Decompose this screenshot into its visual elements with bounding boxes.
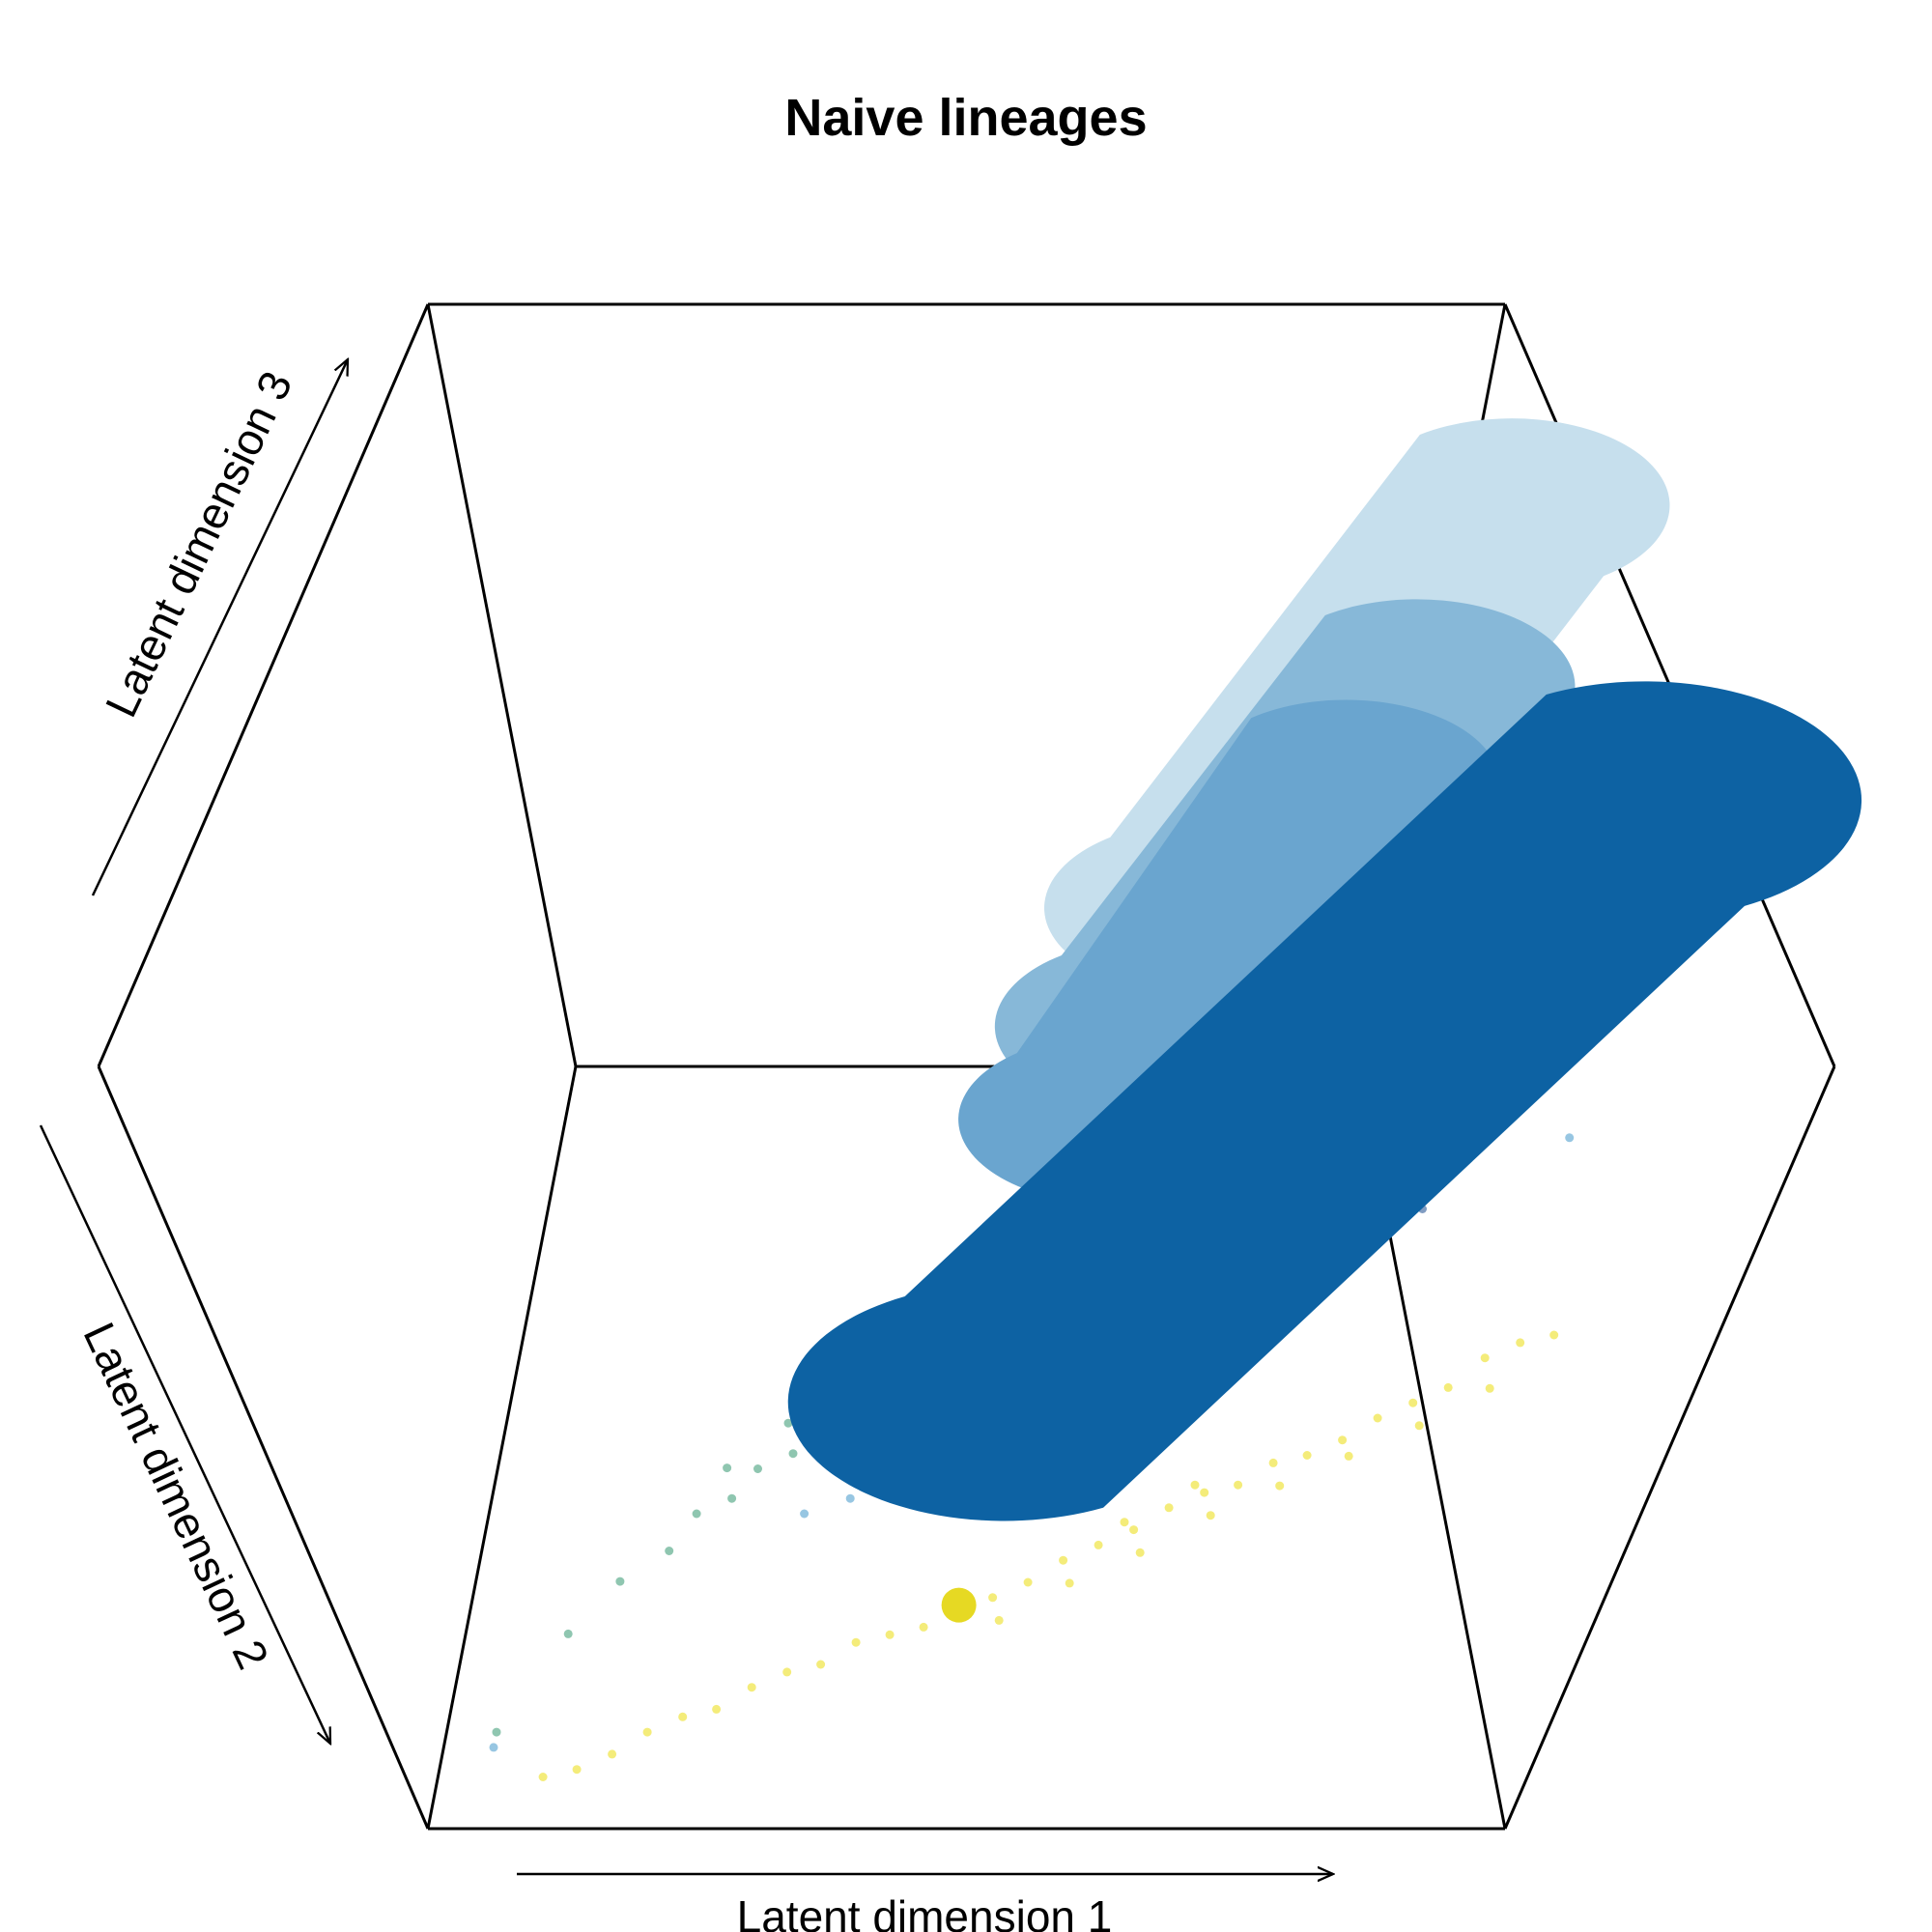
scatter-point xyxy=(678,1712,688,1721)
scatter-point xyxy=(538,1773,548,1781)
x-axis-label: Latent dimension 1 xyxy=(737,1891,1113,1932)
scatter-point xyxy=(1485,1383,1494,1393)
y-axis-arrow xyxy=(39,1124,330,1744)
scatter-point xyxy=(1408,1398,1418,1407)
scatter-point xyxy=(723,1463,732,1473)
box-edge xyxy=(97,303,430,1067)
scatter-point xyxy=(1275,1481,1285,1491)
box-edge xyxy=(426,303,578,1067)
axis-y: Latent dimension 2 xyxy=(39,1124,330,1744)
start-point-marker xyxy=(941,1587,977,1623)
scatter-point xyxy=(1344,1451,1353,1461)
scatter-point xyxy=(1129,1525,1139,1535)
scatter-point xyxy=(1065,1578,1074,1588)
scatter-point xyxy=(1234,1480,1243,1490)
scatter-point xyxy=(885,1630,895,1639)
scatter-point xyxy=(783,1418,793,1428)
scatter-point xyxy=(1565,1133,1575,1143)
scatter-point xyxy=(1549,1330,1559,1340)
scatter-point xyxy=(665,1547,674,1555)
box-edge xyxy=(97,1065,430,1830)
scatter-point xyxy=(1480,1353,1490,1363)
chart-title: Naive lineages xyxy=(784,89,1147,147)
scatter-point xyxy=(988,1593,998,1603)
scatter-point xyxy=(1023,1577,1033,1587)
scatter-point xyxy=(1120,1518,1129,1527)
scatter-point xyxy=(851,1637,861,1647)
scatter-point xyxy=(1200,1488,1209,1497)
scatter-point xyxy=(572,1765,582,1775)
scatter-point xyxy=(845,1493,855,1503)
scatter-point xyxy=(753,1464,762,1473)
scatter-point xyxy=(1338,1435,1348,1445)
scatter-point xyxy=(642,1727,652,1737)
scatter-point xyxy=(1135,1548,1145,1557)
scatter-point xyxy=(1094,1540,1103,1549)
scatter-point xyxy=(712,1704,722,1714)
scatter-point xyxy=(747,1683,756,1692)
scatter-point xyxy=(1302,1451,1312,1460)
scatter-point xyxy=(782,1667,792,1677)
box-edge xyxy=(426,1065,578,1830)
scatter-point xyxy=(1268,1458,1278,1467)
axis-x: Latent dimension 1 xyxy=(517,1874,1333,1932)
axis-z: Latent dimension 3 xyxy=(91,359,348,896)
scatter-point xyxy=(1516,1338,1525,1348)
lineage-surfaces xyxy=(787,418,1862,1521)
lineage-tube xyxy=(787,681,1862,1521)
y-axis-label: Latent dimension 2 xyxy=(73,1315,278,1676)
scatter-point xyxy=(788,1449,798,1459)
scatter-point xyxy=(692,1509,701,1519)
scatter-point xyxy=(1373,1413,1382,1423)
scatter-point xyxy=(1206,1511,1215,1520)
lineage-tube xyxy=(958,699,1500,1205)
scatter-point xyxy=(800,1509,810,1519)
scatter-point xyxy=(563,1629,573,1638)
scatter-point xyxy=(1414,1421,1424,1431)
scatter-point xyxy=(608,1749,617,1759)
scatter-point xyxy=(489,1743,498,1752)
scatter-point xyxy=(492,1727,501,1737)
scatter-point xyxy=(615,1577,625,1586)
scatter-point xyxy=(1443,1382,1453,1392)
scatter-point xyxy=(727,1493,737,1503)
scatter-point xyxy=(1190,1480,1200,1490)
box-edge xyxy=(1503,1065,1836,1830)
scatter-point xyxy=(919,1622,928,1632)
scatter-point xyxy=(1164,1503,1174,1513)
z-axis-arrow xyxy=(91,359,348,896)
scatter-point xyxy=(1059,1555,1068,1565)
scatter-point xyxy=(816,1660,826,1669)
scatter-point xyxy=(994,1615,1004,1625)
